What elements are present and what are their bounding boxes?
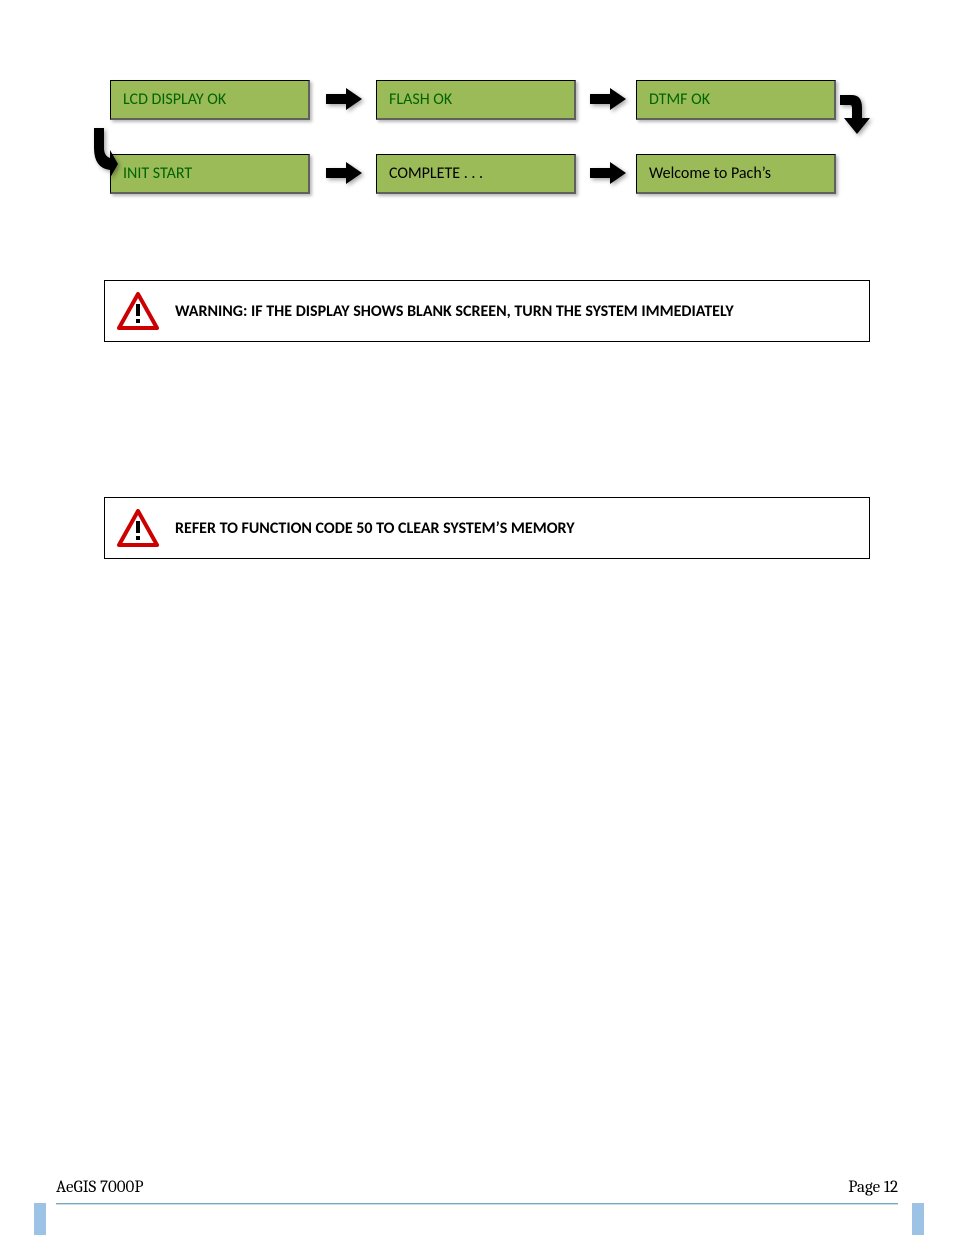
arrow-right-icon xyxy=(590,162,626,184)
footer-title: AeGIS 7000P xyxy=(56,1178,143,1197)
arrow-wrap-in-icon xyxy=(86,128,118,178)
step-complete: COMPLETE . . . xyxy=(376,154,576,194)
step-welcome: Welcome to Pach’s xyxy=(636,154,836,194)
footer-accent-right xyxy=(912,1203,924,1235)
step-label: COMPLETE . . . xyxy=(389,164,483,183)
step-flash-ok: FLASH OK xyxy=(376,80,576,120)
footer-page: Page 12 xyxy=(848,1178,898,1197)
warning-clear-memory: REFER TO FUNCTION CODE 50 TO CLEAR SYSTE… xyxy=(104,497,870,559)
step-lcd-display-ok: LCD DISPLAY OK xyxy=(110,80,310,120)
step-label: FLASH OK xyxy=(389,90,452,109)
arrow-wrap-down-icon xyxy=(840,90,870,138)
step-label: INIT START xyxy=(123,164,192,183)
warning-triangle-icon xyxy=(117,292,159,330)
arrow-right-icon xyxy=(326,162,362,184)
warning-blank-screen: WARNING: IF THE DISPLAY SHOWS BLANK SCRE… xyxy=(104,280,870,342)
arrow-right-icon xyxy=(326,88,362,110)
warning-text: REFER TO FUNCTION CODE 50 TO CLEAR SYSTE… xyxy=(175,519,575,538)
step-label: Welcome to Pach’s xyxy=(649,164,771,183)
step-init-start: INIT START xyxy=(110,154,310,194)
step-label: LCD DISPLAY OK xyxy=(123,90,226,109)
step-dtmf-ok: DTMF OK xyxy=(636,80,836,120)
footer-rule xyxy=(56,1203,898,1205)
warning-text: WARNING: IF THE DISPLAY SHOWS BLANK SCRE… xyxy=(175,302,734,321)
footer-accent-left xyxy=(34,1203,46,1235)
step-label: DTMF OK xyxy=(649,90,710,109)
page: LCD DISPLAY OK FLASH OK DTMF OK INIT STA… xyxy=(0,0,954,1235)
boot-flow-diagram: LCD DISPLAY OK FLASH OK DTMF OK INIT STA… xyxy=(50,80,904,240)
warning-triangle-icon xyxy=(117,509,159,547)
page-footer: AeGIS 7000P Page 12 xyxy=(0,1178,954,1205)
arrow-right-icon xyxy=(590,88,626,110)
